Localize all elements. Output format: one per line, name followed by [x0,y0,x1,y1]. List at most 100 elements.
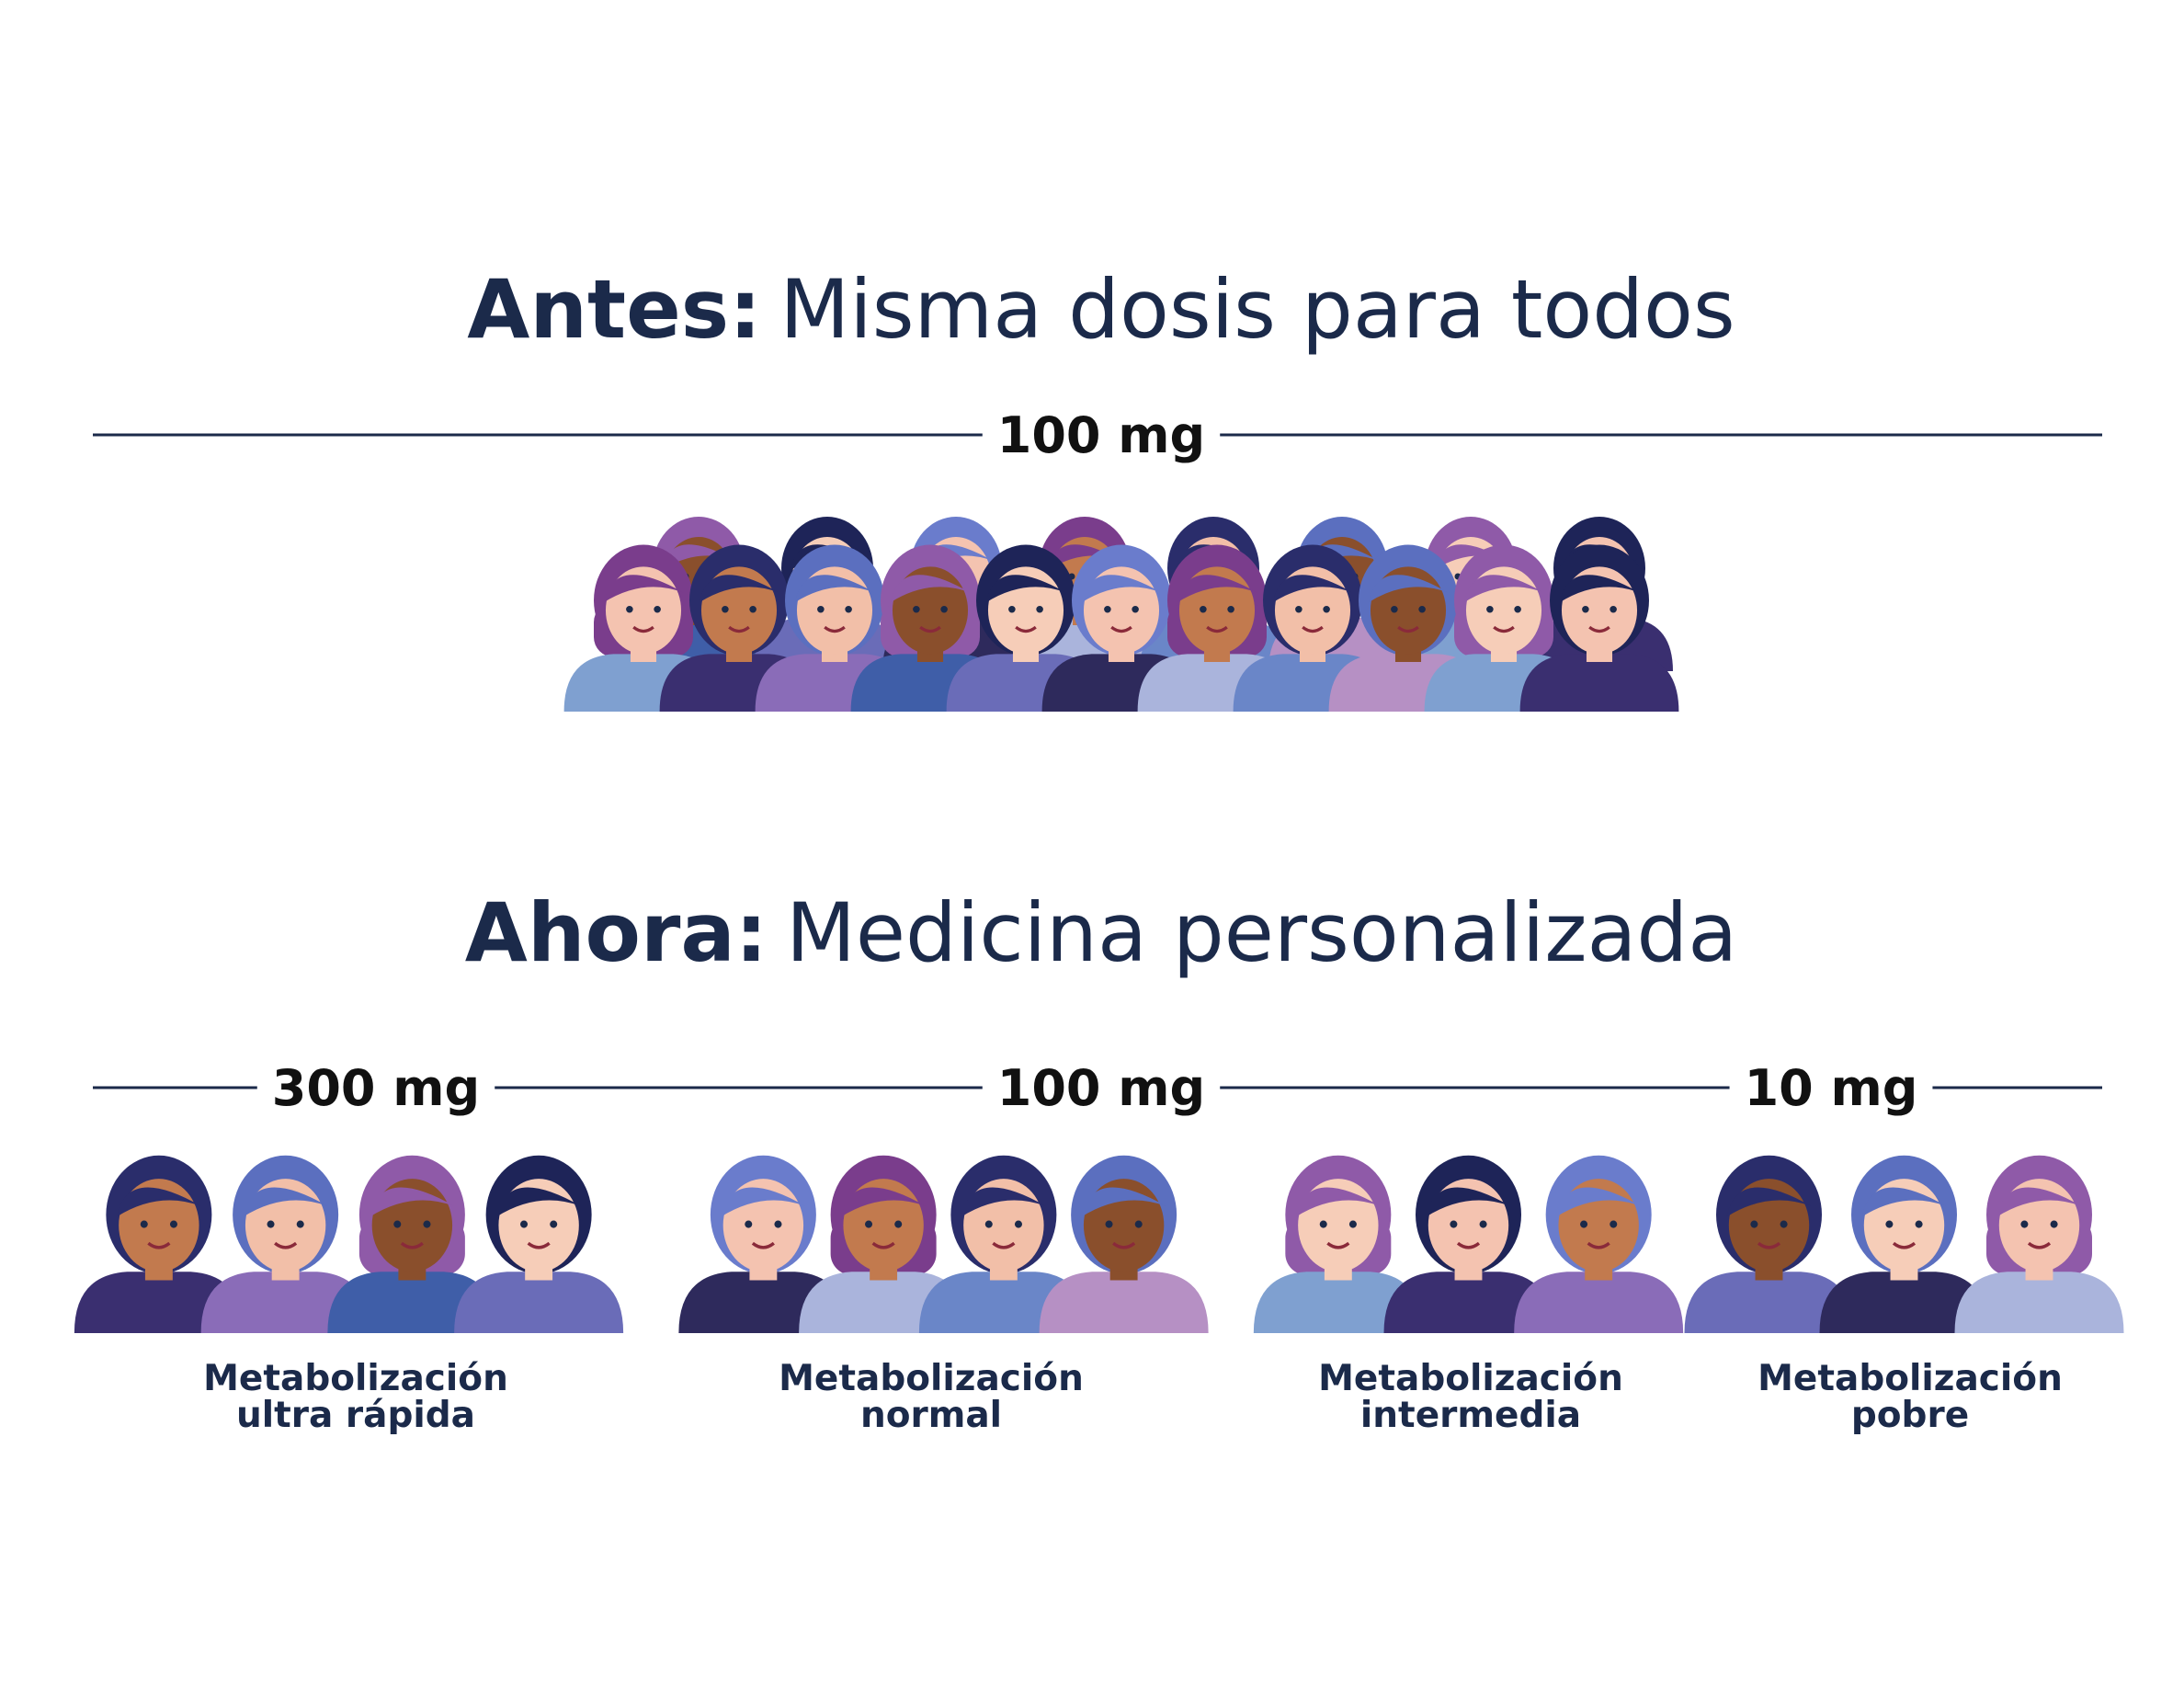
group-label: pobre [1851,1395,1969,1436]
eye [1295,605,1302,613]
mouth [919,625,941,633]
fringe [841,1187,927,1217]
body [1819,1272,1989,1333]
eye [1780,1220,1788,1228]
eye [1134,1220,1143,1228]
rule-gap [982,426,1221,444]
mouth [147,1241,171,1249]
person [1253,1155,1423,1333]
fringe [1434,544,1507,570]
fringe [791,544,864,570]
person [850,544,1010,712]
body [1383,1272,1553,1333]
fringe [721,1187,806,1217]
body [1253,1272,1423,1333]
fringe [1996,1187,2082,1217]
person [1519,544,1679,712]
eye [1227,605,1234,613]
fringe [1081,1187,1166,1217]
mouth [632,625,654,633]
mouth [1757,1241,1781,1249]
crowd [563,517,1679,712]
fringe [1861,1187,1947,1217]
rule-gap [982,1078,1221,1097]
fringe [1726,1187,1812,1217]
body [327,1272,497,1333]
body [1514,1272,1684,1333]
dose-label: 300 mg [272,1059,480,1117]
rule-gap [256,1078,495,1097]
eye [749,605,756,613]
mouth [728,625,750,633]
eye [423,1220,431,1228]
eye [1479,1220,1487,1228]
person [1954,1155,2124,1333]
mouth [527,1241,551,1249]
eye [1418,605,1426,613]
mouth [2027,1241,2052,1249]
person [1137,544,1297,712]
eye [722,605,729,613]
person [1039,1155,1209,1333]
mouth [1206,625,1228,633]
heading-bold: Antes: [467,262,761,357]
eye [520,1220,529,1228]
eye [1610,605,1617,613]
eye [2050,1220,2058,1228]
mouth [1587,1241,1610,1249]
eye [1105,1220,1113,1228]
fringe [1272,575,1353,603]
eye [774,1220,782,1228]
rule-gap [1729,1078,1933,1097]
body [454,1272,624,1333]
fringe [1177,575,1257,603]
group-label: intermedia [1360,1395,1581,1436]
mouth [1110,625,1132,633]
mouth [1397,625,1419,633]
fringe [1295,1187,1381,1217]
eye [1036,605,1043,613]
heading-text: Misma dosis para todos [779,262,1735,357]
fringe [370,1187,455,1217]
eye [1915,1220,1923,1228]
eye [1514,605,1521,613]
mouth [1112,1241,1136,1249]
eye [1450,1220,1458,1228]
body [1684,1272,1854,1333]
fringe [961,1187,1046,1217]
person [799,1155,969,1333]
eye [1580,1220,1588,1228]
mouth [824,625,846,633]
eye [1200,605,1207,613]
group-label: Metabolización [1318,1358,1623,1399]
eye [940,605,948,613]
eye [745,1220,753,1228]
body [200,1272,370,1333]
eye [1885,1220,1894,1228]
body [1954,1272,2124,1333]
body [1519,654,1679,712]
fringe [1559,575,1640,603]
mouth [1493,625,1515,633]
mouth [1302,625,1324,633]
eye [654,605,661,613]
fringe [985,575,1066,603]
fringe [890,575,971,603]
eye [1323,605,1330,613]
fringe [1426,1187,1511,1217]
fringe [1081,575,1162,603]
fringe [662,544,735,570]
person [1514,1155,1684,1333]
fringe [116,1187,201,1217]
mouth [871,1241,895,1249]
eye [169,1220,178,1228]
group-label: Metabolización [203,1358,508,1399]
fringe [1048,544,1121,570]
person [1383,1155,1553,1333]
body [74,1272,244,1333]
fringe [1556,1187,1642,1217]
person [200,1155,370,1333]
fringe [243,1187,328,1217]
